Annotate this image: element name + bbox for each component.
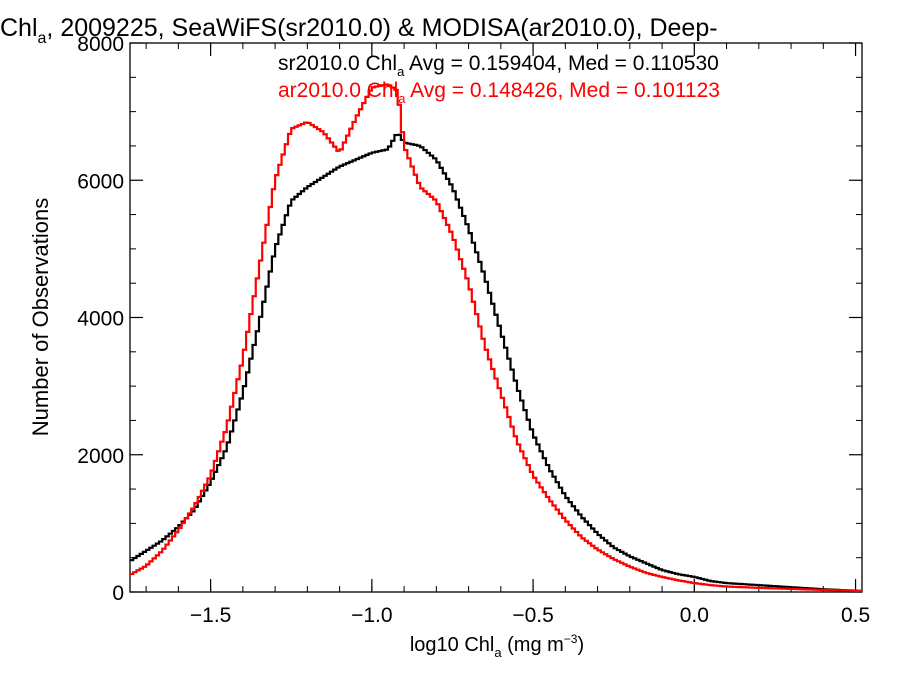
x-tick-label: −1.5 [190, 604, 231, 627]
series-lines [130, 83, 862, 592]
x-axis-label-mid: (mg m [502, 634, 564, 656]
y-tick-labels: 0 2000 4000 6000 8000 [77, 33, 124, 605]
series-line-1 [130, 83, 862, 592]
x-axis-label-pre: log10 Chl [410, 634, 495, 656]
y-tick-label: 6000 [77, 170, 124, 193]
x-tick-label: −1.0 [351, 604, 392, 627]
legend-ar2010-sub: a [398, 91, 406, 106]
legend-ar2010-post: Avg = 0.148426, Med = 0.101123 [405, 79, 720, 102]
y-tick-label: 4000 [77, 308, 124, 331]
axis-ticks [130, 42, 862, 593]
legend-sr2010-sub: a [397, 64, 405, 79]
y-tick-label: 2000 [77, 445, 124, 468]
x-axis-label-sup: −3 [564, 632, 578, 646]
x-axis-label: log10 Chla (mg m−3) [410, 632, 584, 660]
x-tick-label: 0.0 [680, 604, 709, 627]
legend-sr2010-post: Avg = 0.159404, Med = 0.110530 [404, 52, 719, 75]
series-line-0 [130, 133, 862, 592]
plot-frame [129, 42, 863, 593]
legend-sr2010-pre: sr2010.0 Chl [278, 52, 397, 75]
legend-entry-ar2010: ar2010.0 Chla Avg = 0.148426, Med = 0.10… [278, 79, 720, 106]
chart-title-subscript: a [38, 30, 47, 47]
x-tick-label: 0.5 [841, 604, 870, 627]
x-tick-labels: −1.5 −1.0 −0.5 0.0 0.5 [190, 604, 870, 627]
legend-entry-sr2010: sr2010.0 Chla Avg = 0.159404, Med = 0.11… [278, 52, 719, 79]
y-tick-label: 0 [112, 582, 124, 605]
x-tick-label: −0.5 [512, 604, 553, 627]
legend-ar2010-pre: ar2010.0 Chl [278, 79, 398, 102]
chart-title-main: Chl [0, 14, 38, 42]
chart-title-rest: , 2009225, SeaWiFS(sr2010.0) & MODISA(ar… [46, 14, 717, 42]
y-axis-label: Number of Observations [28, 198, 53, 436]
x-axis-label-post: ) [577, 634, 584, 656]
chart-title: Chla, 2009225, SeaWiFS(sr2010.0) & MODIS… [0, 14, 718, 47]
y-tick-label: 8000 [77, 33, 124, 56]
x-axis-label-sub: a [494, 645, 502, 660]
